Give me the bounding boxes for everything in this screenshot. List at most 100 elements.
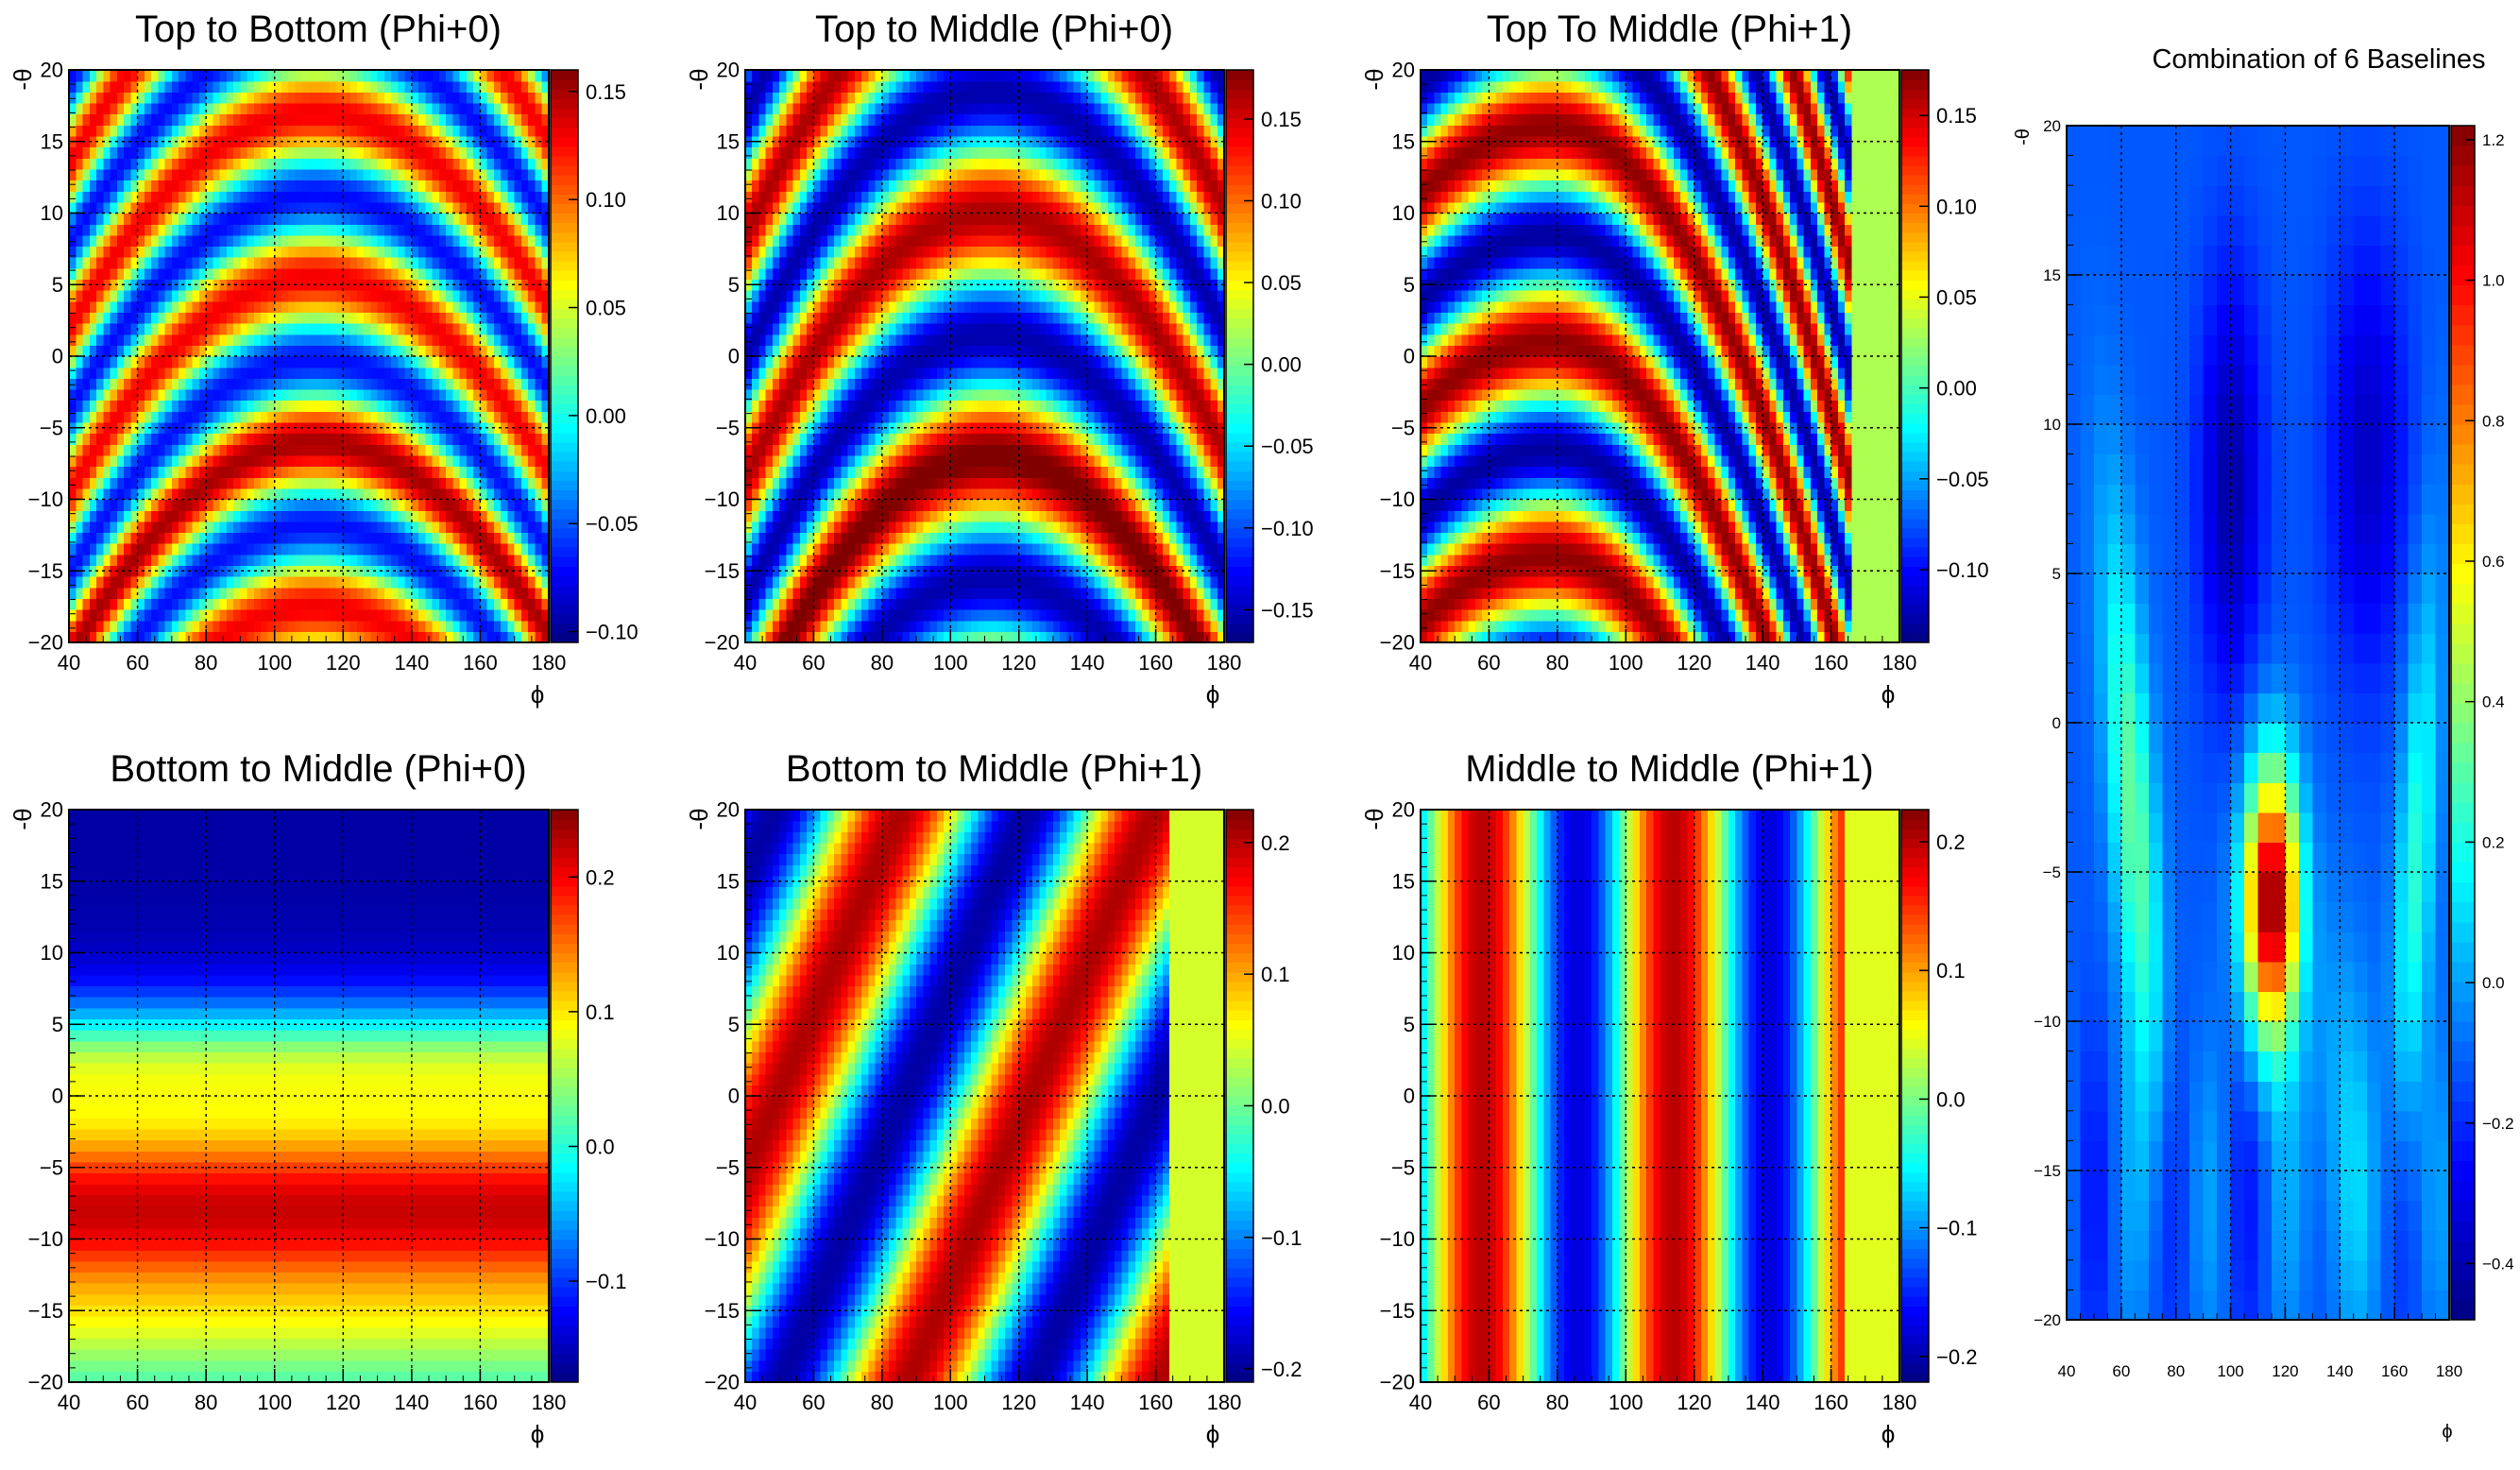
- heatmap-cell: [89, 146, 97, 159]
- heatmap-cell: [356, 367, 365, 379]
- colorbar-step: [551, 441, 578, 453]
- heatmap-cell: [171, 102, 179, 115]
- heatmap-cell: [213, 499, 221, 511]
- heatmap-cell: [226, 257, 234, 269]
- heatmap-cell: [89, 433, 97, 445]
- heatmap-cell: [206, 477, 213, 489]
- heatmap-cell: [752, 411, 760, 423]
- heatmap-cell: [336, 554, 344, 567]
- heatmap-cell: [309, 179, 316, 192]
- heatmap-cell: [261, 312, 269, 324]
- heatmap-cell: [868, 80, 877, 93]
- heatmap-cell: [377, 113, 385, 126]
- heatmap-cell: [103, 312, 111, 324]
- heatmap-cell: [144, 146, 152, 159]
- heatmap-cell: [889, 609, 896, 622]
- heatmap-cell: [103, 158, 111, 170]
- heatmap-cell: [179, 146, 186, 159]
- heatmap-cell: [137, 499, 145, 511]
- heatmap-cell: [854, 201, 862, 214]
- heatmap-cell: [535, 102, 543, 115]
- heatmap-cell: [356, 510, 365, 522]
- heatmap-cell: [288, 290, 297, 302]
- heatmap-cell: [779, 532, 788, 544]
- heatmap-cell: [425, 587, 434, 599]
- heatmap-cell: [89, 631, 97, 643]
- heatmap-cell: [377, 532, 385, 544]
- heatmap-cell: [493, 477, 502, 489]
- heatmap-cell: [501, 224, 509, 236]
- heatmap-cell: [274, 224, 282, 236]
- heatmap-cell: [745, 191, 753, 203]
- heatmap-cell: [192, 521, 200, 534]
- heatmap-cell: [103, 411, 111, 423]
- heatmap-cell: [507, 191, 516, 203]
- heatmap-cell: [82, 620, 91, 632]
- heatmap-cell: [164, 179, 173, 192]
- heatmap-cell: [226, 213, 234, 225]
- heatmap-cell: [514, 300, 522, 313]
- heatmap-cell: [432, 477, 440, 489]
- heatmap-cell: [446, 421, 453, 435]
- heatmap-cell: [219, 312, 228, 324]
- heatmap-cell: [868, 631, 877, 643]
- heatmap-cell: [535, 312, 543, 324]
- heatmap-cell: [267, 598, 276, 610]
- heatmap-cell: [185, 80, 194, 93]
- heatmap-cell: [226, 267, 234, 281]
- heatmap-cell: [383, 444, 392, 456]
- heatmap-cell: [459, 267, 468, 281]
- heatmap-cell: [868, 300, 877, 313]
- heatmap-cell: [336, 213, 344, 225]
- heatmap-cell: [253, 80, 262, 93]
- heatmap-cell: [110, 388, 118, 402]
- heatmap-cell: [398, 631, 406, 643]
- heatmap-cell: [315, 510, 324, 522]
- heatmap-cell: [834, 388, 842, 402]
- heatmap-cell: [779, 477, 788, 489]
- heatmap-cell: [847, 92, 856, 104]
- heatmap-cell: [438, 378, 447, 390]
- heatmap-cell: [507, 598, 516, 610]
- heatmap-cell: [96, 356, 104, 368]
- heatmap-cell: [124, 554, 131, 567]
- heatmap-cell: [253, 521, 262, 534]
- colorbar-tick-label: 0.05: [586, 297, 626, 320]
- heatmap-cell: [398, 234, 406, 248]
- heatmap-cell: [198, 345, 207, 357]
- heatmap-cell: [486, 421, 495, 435]
- heatmap-cell: [745, 543, 753, 556]
- x-tick-label: 180: [532, 651, 567, 675]
- heatmap-cell: [813, 411, 822, 423]
- heatmap-cell: [868, 113, 877, 126]
- heatmap-cell: [164, 201, 173, 214]
- heatmap-cell: [418, 521, 426, 534]
- heatmap-cell: [745, 146, 753, 159]
- heatmap-cell: [528, 333, 536, 346]
- heatmap-cell: [370, 510, 379, 522]
- heatmap-cell: [745, 487, 753, 501]
- heatmap-cell: [110, 257, 118, 269]
- heatmap-cell: [501, 158, 509, 170]
- heatmap-cell: [404, 620, 413, 632]
- heatmap-cell: [247, 257, 255, 269]
- heatmap-cell: [868, 620, 877, 632]
- heatmap-cell: [281, 411, 289, 423]
- heatmap-cell: [813, 400, 822, 412]
- heatmap-cell: [171, 631, 179, 643]
- heatmap-cell: [233, 246, 242, 258]
- heatmap-cell: [137, 388, 145, 402]
- heatmap-cell: [322, 433, 331, 445]
- heatmap-cell: [198, 146, 207, 159]
- heatmap-cell: [171, 290, 179, 302]
- heatmap-cell: [792, 300, 801, 313]
- heatmap-cell: [438, 477, 447, 489]
- heatmap-cell: [799, 521, 808, 534]
- heatmap-cell: [541, 179, 550, 192]
- heatmap-cell: [76, 620, 84, 632]
- heatmap-cell: [520, 454, 529, 468]
- heatmap-cell: [288, 201, 297, 214]
- heatmap-cell: [179, 201, 186, 214]
- colorbar-step: [551, 489, 578, 501]
- heatmap-cell: [185, 400, 194, 412]
